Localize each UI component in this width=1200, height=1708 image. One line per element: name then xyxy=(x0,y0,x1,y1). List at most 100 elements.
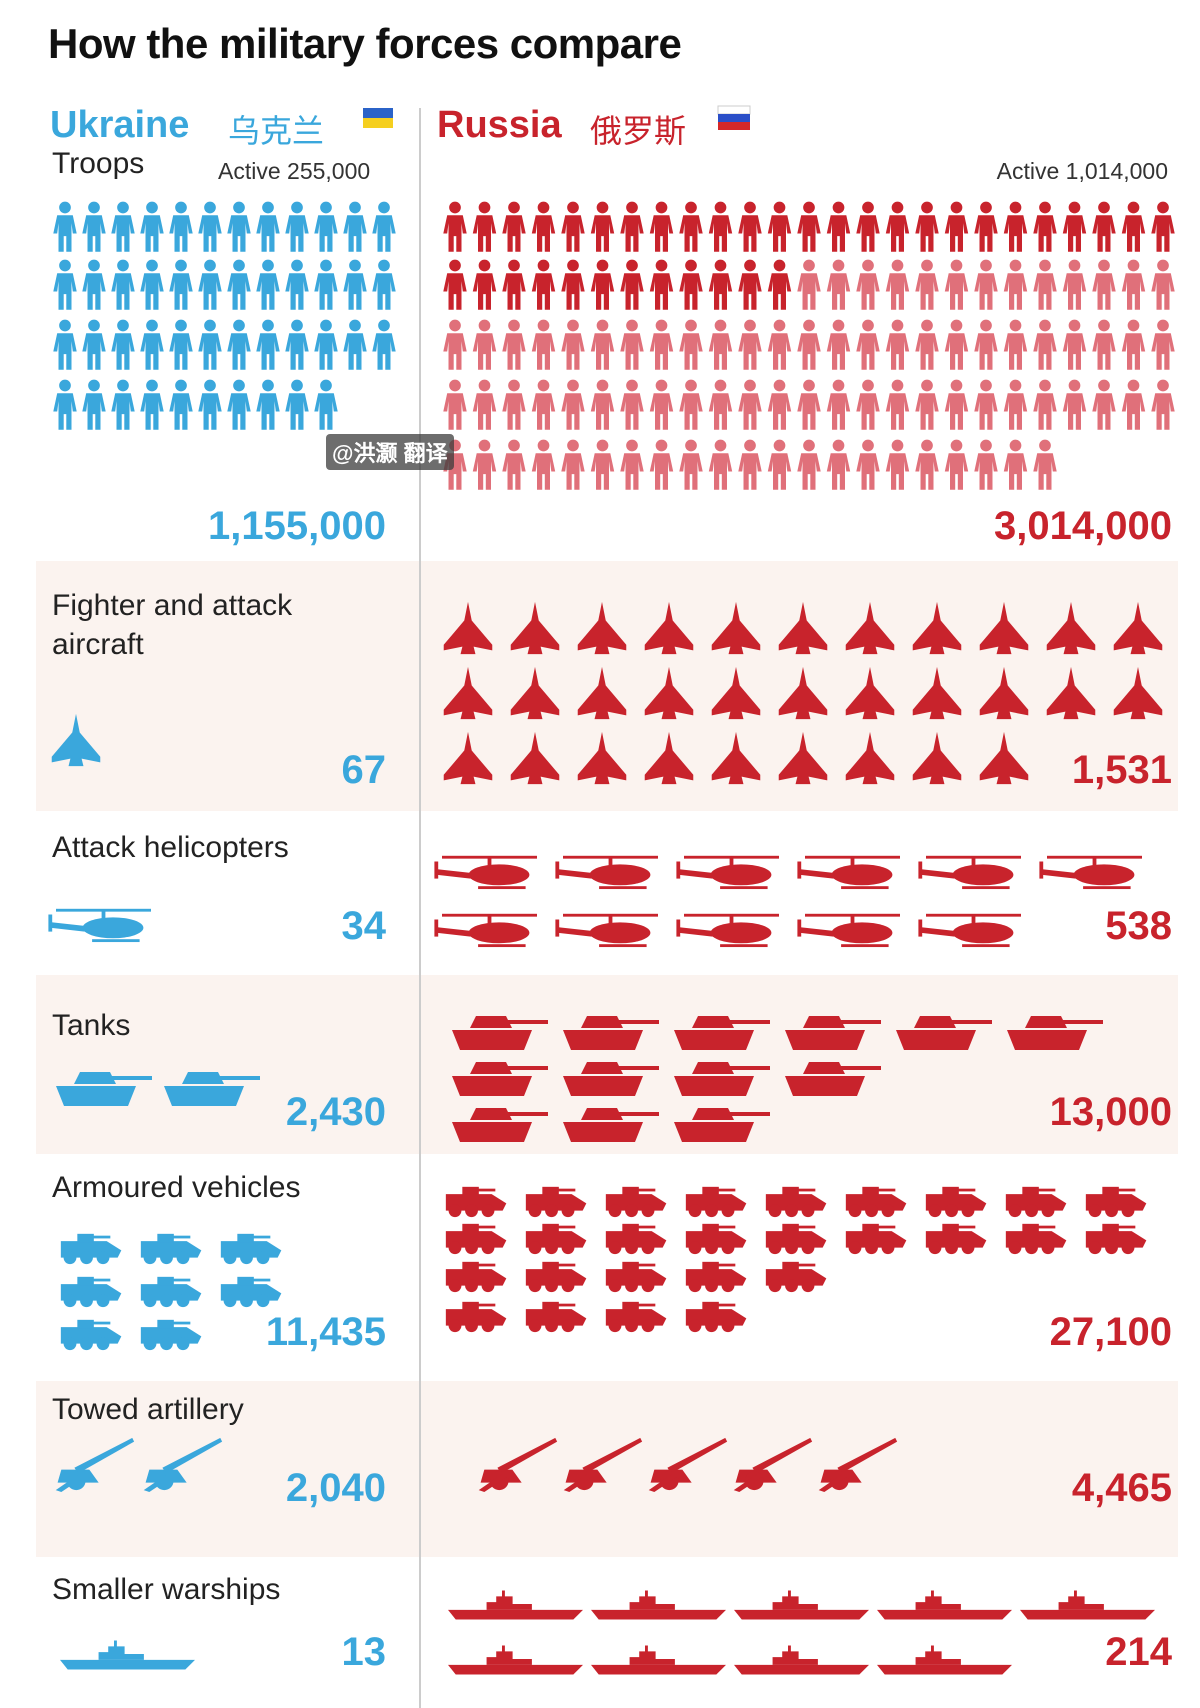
pictogram xyxy=(372,259,396,310)
pictogram xyxy=(82,379,106,430)
pictogram xyxy=(944,201,969,252)
pictogram xyxy=(1121,319,1146,370)
pictogram xyxy=(169,201,193,252)
pictogram xyxy=(797,855,900,890)
pictogram xyxy=(590,259,615,310)
russia-value: 3,014,000 xyxy=(994,504,1172,548)
pictogram xyxy=(448,1590,583,1620)
flag-ua xyxy=(363,108,393,118)
pictogram xyxy=(605,1261,667,1293)
pictogram xyxy=(685,1301,747,1333)
pictogram xyxy=(198,379,222,430)
russia-value: 1,531 xyxy=(1071,748,1172,792)
pictogram xyxy=(797,259,821,310)
pictogram xyxy=(111,319,135,370)
pictogram xyxy=(561,259,585,310)
pictogram xyxy=(797,439,821,490)
pictogram xyxy=(1039,855,1142,890)
pictogram xyxy=(555,855,658,890)
pictogram xyxy=(445,1261,507,1293)
pictogram xyxy=(605,1223,667,1255)
pictogram xyxy=(1092,259,1116,310)
pictogram xyxy=(944,379,969,430)
pictogram xyxy=(685,1186,747,1218)
pictogram xyxy=(679,379,703,430)
row-label: Fighter and attack aircraft xyxy=(52,589,293,661)
annotation: Active 255,000 xyxy=(218,158,371,184)
pictogram xyxy=(1085,1223,1147,1255)
pictogram xyxy=(738,379,762,430)
pictogram xyxy=(472,259,497,310)
pictogram xyxy=(60,1233,122,1265)
pictogram xyxy=(767,319,792,370)
pictogram xyxy=(314,379,338,430)
pictogram xyxy=(679,439,703,490)
pictogram xyxy=(620,319,644,370)
row-band xyxy=(36,1381,1178,1557)
pictogram xyxy=(561,319,585,370)
pictogram xyxy=(443,259,467,310)
pictogram xyxy=(826,201,851,252)
pictogram xyxy=(285,259,309,310)
pictogram xyxy=(198,319,222,370)
pictogram xyxy=(531,259,556,310)
pictogram xyxy=(708,379,733,430)
pictogram xyxy=(885,379,910,430)
pictogram xyxy=(53,259,77,310)
pictogram xyxy=(343,259,367,310)
pictogram xyxy=(885,319,910,370)
pictogram xyxy=(445,1186,507,1218)
pictogram xyxy=(590,379,615,430)
pictogram xyxy=(915,259,939,310)
pictogram xyxy=(1005,1186,1067,1218)
pictogram xyxy=(708,439,733,490)
pictogram xyxy=(685,1223,747,1255)
country-name: Ukraine xyxy=(50,104,190,146)
pictogram xyxy=(256,201,280,252)
pictogram xyxy=(445,1223,507,1255)
pictogram xyxy=(845,1223,907,1255)
pictogram xyxy=(1033,379,1057,430)
row-label: Towed artillery xyxy=(52,1393,244,1426)
pictogram xyxy=(649,319,674,370)
pictogram xyxy=(676,855,779,890)
pictogram xyxy=(314,319,338,370)
pictogram xyxy=(1003,379,1028,430)
pictogram xyxy=(140,379,164,430)
pictogram xyxy=(531,319,556,370)
pictogram xyxy=(1151,319,1175,370)
russia-value: 27,100 xyxy=(1049,1310,1172,1354)
pictogram xyxy=(885,439,910,490)
pictogram xyxy=(561,379,585,430)
pictogram xyxy=(649,259,674,310)
pictogram xyxy=(649,439,674,490)
pictogram xyxy=(591,1645,726,1675)
russia-value: 4,465 xyxy=(1071,1466,1172,1510)
pictogram xyxy=(877,1645,1012,1675)
pictogram xyxy=(561,439,585,490)
pictogram xyxy=(285,201,309,252)
pictogram xyxy=(111,379,135,430)
pictogram xyxy=(649,201,674,252)
pictogram xyxy=(649,379,674,430)
pictogram xyxy=(591,1590,726,1620)
ukraine-value: 34 xyxy=(341,904,387,948)
pictogram xyxy=(82,319,106,370)
pictogram xyxy=(502,201,526,252)
pictogram xyxy=(443,319,467,370)
pictogram xyxy=(767,439,792,490)
pictogram xyxy=(944,319,969,370)
pictogram xyxy=(60,1276,122,1308)
pictogram xyxy=(1062,259,1087,310)
pictogram xyxy=(198,259,222,310)
pictogram xyxy=(826,259,851,310)
ukraine-value: 1,155,000 xyxy=(208,504,386,548)
pictogram xyxy=(944,259,969,310)
pictogram xyxy=(1062,319,1087,370)
pictogram xyxy=(797,913,900,948)
pictogram xyxy=(502,319,526,370)
pictogram xyxy=(856,259,880,310)
pictogram xyxy=(885,201,910,252)
pictogram xyxy=(797,379,821,430)
